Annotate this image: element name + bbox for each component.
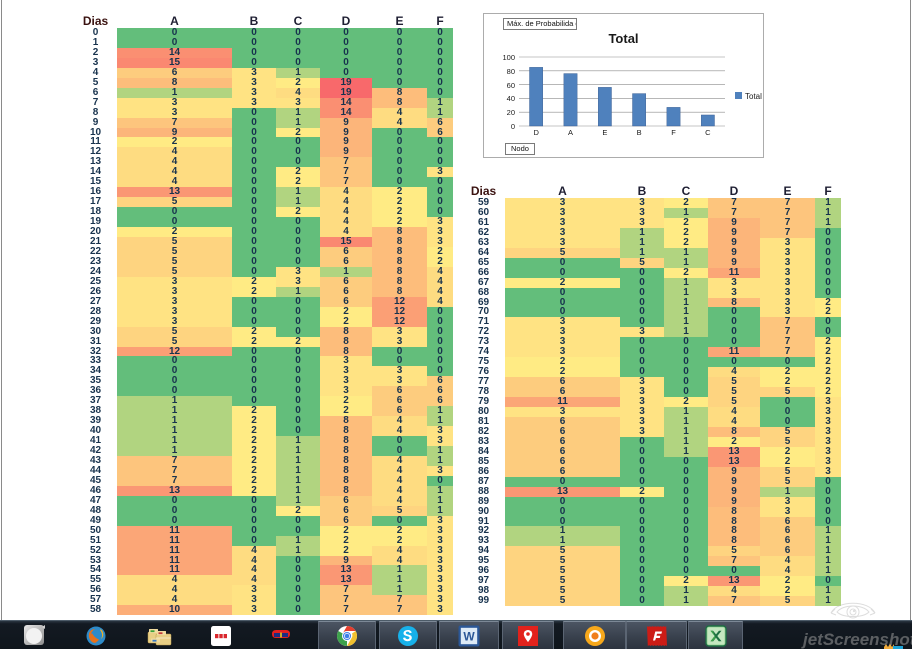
svg-text:W: W — [463, 629, 475, 643]
